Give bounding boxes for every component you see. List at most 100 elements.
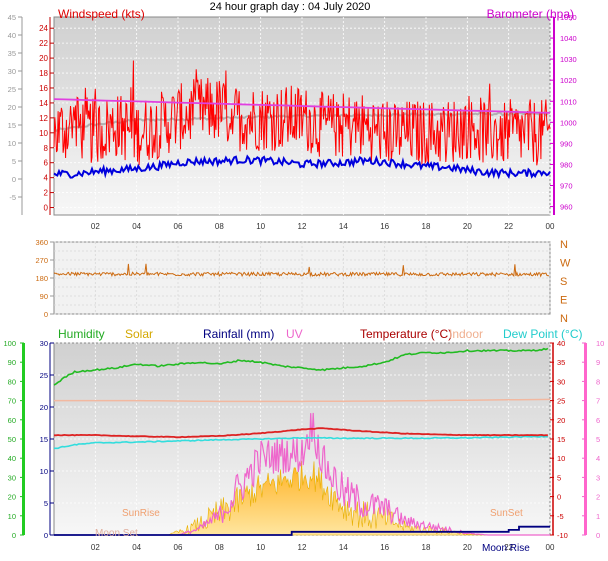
humidity-y-tick-label: 30 — [8, 473, 16, 482]
wind-x-tick-label: 18 — [422, 222, 431, 231]
uv-y-tick-label: 3 — [596, 473, 600, 482]
uv-y-tick-label: 9 — [596, 358, 600, 367]
temp-y-tick-label: -10 — [557, 531, 568, 540]
rain-y-tick-label: 30 — [40, 339, 48, 348]
baro-y-tick-label: 980 — [560, 160, 573, 169]
dir-y-tick-label: 180 — [35, 274, 48, 283]
temp-y-tick-label: 30 — [557, 377, 565, 386]
direction-panel-series — [53, 263, 549, 278]
windspeed-line — [53, 60, 551, 166]
wind-x-tick-label: 04 — [132, 222, 141, 231]
legend-uv: UV — [286, 327, 303, 341]
uv-y-axis — [584, 343, 587, 535]
uv-y-tick-label: 2 — [596, 493, 600, 502]
wind-y-tick-label: 18 — [39, 69, 48, 78]
outer-y-tick-label: 30 — [8, 67, 16, 76]
legend-rainfall: Rainfall (mm) — [203, 327, 274, 341]
uv-line — [177, 412, 550, 536]
humidity-y-tick-label: 10 — [8, 512, 16, 521]
barometer-line — [53, 98, 551, 114]
rain-y-tick-label: 0 — [44, 531, 48, 540]
outer-y-tick-label: 40 — [8, 31, 16, 40]
temp-y-tick-label: 20 — [557, 416, 565, 425]
wind-y-tick-label: 24 — [39, 24, 48, 33]
humidity-line — [53, 347, 549, 386]
rain-y-tick-label: 5 — [44, 499, 48, 508]
rain-y-tick-label: 25 — [40, 371, 48, 380]
uv-y-tick-label: 5 — [596, 435, 600, 444]
moonrise-label: Moon Rise — [482, 543, 530, 554]
rain-y-tick-label: 15 — [40, 435, 48, 444]
climate-x-tick-label: 16 — [380, 543, 389, 552]
wind-panel-series — [53, 60, 551, 180]
wind-y-tick-label: 0 — [44, 204, 49, 213]
dir-y-tick-label: 0 — [44, 310, 48, 319]
baro-y-tick-label: 1020 — [560, 76, 577, 85]
uv-y-tick-label: 10 — [596, 339, 604, 348]
climate-panel-series — [53, 347, 551, 536]
temp-y-tick-label: 5 — [557, 473, 561, 482]
legend-indoor: Indoor — [449, 327, 483, 341]
wind-y-tick-label: 6 — [44, 159, 49, 168]
wind-x-tick-label: 00 — [546, 222, 555, 231]
climate-x-tick-label: 04 — [132, 543, 141, 552]
wind-x-tick-label: 14 — [339, 222, 348, 231]
rain-y-tick-label: 10 — [40, 467, 48, 476]
wind-y-tick-label: 4 — [44, 174, 49, 183]
uv-y-tick-label: 8 — [596, 377, 600, 386]
outer-y-tick-label: 35 — [8, 49, 16, 58]
wind-y-tick-label: 10 — [39, 129, 48, 138]
humidity-y-tick-label: 40 — [8, 454, 16, 463]
wind-x-tick-label: 10 — [256, 222, 265, 231]
legend-humidity: Humidity — [58, 327, 105, 341]
sunset-label: SunSet — [490, 508, 523, 519]
dir-y-tick-label: 270 — [35, 256, 48, 265]
baro-y-tick-label: 1000 — [560, 118, 577, 127]
wind-y-tick-label: 2 — [44, 189, 49, 198]
rain-y-tick-label: 20 — [40, 403, 48, 412]
humidity-y-tick-label: 90 — [8, 358, 16, 367]
legend-dewpoint: Dew Point (°C) — [503, 327, 582, 341]
legend-temperature: Temperature (°C) — [360, 327, 452, 341]
temp-y-tick-label: 35 — [557, 358, 565, 367]
wind-y-tick-label: 12 — [39, 114, 48, 123]
outer-y-tick-label: 15 — [8, 121, 16, 130]
baro-y-tick-label: 990 — [560, 139, 573, 148]
temp-y-tick-label: -5 — [557, 512, 564, 521]
baro-y-tick-label: 1050 — [560, 13, 577, 22]
temp-y-tick-label: 15 — [557, 435, 565, 444]
compass-label: N — [560, 239, 568, 251]
uv-y-tick-label: 0 — [596, 531, 600, 540]
humidity-y-tick-label: 20 — [8, 493, 16, 502]
wind-x-tick-label: 06 — [174, 222, 183, 231]
windspeed-axis-label: Windspeed (kts) — [58, 7, 145, 21]
climate-x-tick-label: 08 — [215, 543, 224, 552]
sunrise-label: SunRise — [122, 508, 160, 519]
outer-y-tick-label: 0 — [12, 175, 16, 184]
axes: 0246810121416182022249609709809901000101… — [3, 13, 604, 552]
uv-y-tick-label: 6 — [596, 416, 600, 425]
uv-y-tick-label: 4 — [596, 454, 600, 463]
climate-x-tick-label: 20 — [463, 543, 472, 552]
outer-y-tick-label: 10 — [8, 139, 16, 148]
wind-y-tick-label: 20 — [39, 54, 48, 63]
humidity-y-tick-label: 50 — [8, 435, 16, 444]
wind-x-tick-label: 16 — [380, 222, 389, 231]
moonset-label: Moon Set — [95, 528, 138, 539]
climate-x-tick-label: 00 — [546, 543, 555, 552]
wind-x-tick-label: 12 — [298, 222, 307, 231]
climate-x-tick-label: 22 — [504, 543, 513, 552]
temp-y-tick-label: 40 — [557, 339, 565, 348]
climate-x-tick-label: 18 — [422, 543, 431, 552]
compass-label: W — [560, 258, 571, 270]
climate-x-tick-label: 02 — [91, 543, 100, 552]
legend-solar: Solar — [125, 327, 153, 341]
climate-x-tick-label: 14 — [339, 543, 348, 552]
baro-y-tick-label: 1010 — [560, 97, 577, 106]
barometer-axis-label: Barometer (hpa) — [487, 7, 574, 21]
wind-direction-line — [53, 263, 549, 278]
wind-y-tick-label: 22 — [39, 39, 48, 48]
temp-y-tick-label: 10 — [557, 454, 565, 463]
rainfall-line — [54, 525, 550, 536]
